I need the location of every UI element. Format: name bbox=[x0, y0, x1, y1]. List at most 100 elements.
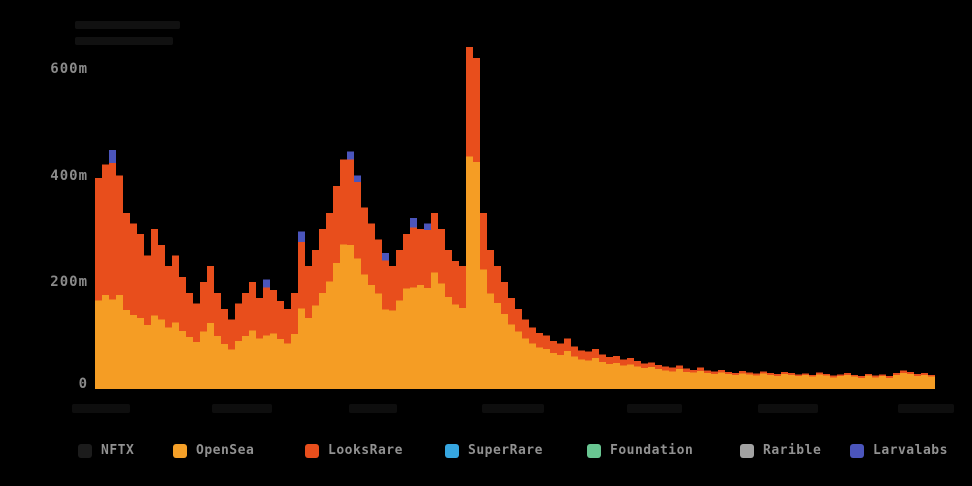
bar-segment-looksrare[interactable] bbox=[305, 266, 312, 318]
bar-segment-opensea[interactable] bbox=[543, 348, 550, 389]
bar-segment-looksrare[interactable] bbox=[165, 266, 172, 328]
bar-segment-looksrare[interactable] bbox=[522, 319, 529, 339]
bar-segment-looksrare[interactable] bbox=[536, 332, 543, 348]
bar-segment-looksrare[interactable] bbox=[830, 375, 837, 378]
bar-segment-looksrare[interactable] bbox=[466, 47, 473, 157]
bar-segment-looksrare[interactable] bbox=[221, 308, 228, 345]
legend-item-superrare[interactable]: SuperRare bbox=[445, 443, 543, 458]
bar-segment-opensea[interactable] bbox=[760, 373, 767, 389]
bar-segment-opensea[interactable] bbox=[361, 274, 368, 389]
bar-segment-opensea[interactable] bbox=[662, 370, 669, 389]
bar-segment-opensea[interactable] bbox=[809, 376, 816, 389]
bar-segment-looksrare[interactable] bbox=[921, 372, 928, 376]
bar-segment-looksrare[interactable] bbox=[788, 372, 795, 376]
bar-segment-opensea[interactable] bbox=[669, 371, 676, 389]
legend-item-looksrare[interactable]: LooksRare bbox=[305, 443, 403, 458]
bar-segment-looksrare[interactable] bbox=[249, 282, 256, 331]
bar-segment-opensea[interactable] bbox=[319, 292, 326, 389]
bar-segment-looksrare[interactable] bbox=[137, 234, 144, 318]
bar-segment-opensea[interactable] bbox=[354, 258, 361, 389]
bar-segment-opensea[interactable] bbox=[837, 376, 844, 389]
bar-segment-opensea[interactable] bbox=[494, 303, 501, 389]
legend-item-nftx[interactable]: NFTX bbox=[78, 443, 134, 458]
bar-segment-looksrare[interactable] bbox=[641, 363, 648, 369]
bar-segment-opensea[interactable] bbox=[634, 366, 641, 389]
bar-segment-opensea[interactable] bbox=[382, 309, 389, 389]
bar-segment-looksrare[interactable] bbox=[95, 178, 102, 301]
bar-segment-looksrare[interactable] bbox=[739, 370, 746, 374]
bar-segment-looksrare[interactable] bbox=[823, 374, 830, 376]
bar-segment-opensea[interactable] bbox=[802, 375, 809, 389]
bar-segment-opensea[interactable] bbox=[445, 297, 452, 389]
bar-segment-looksrare[interactable] bbox=[403, 234, 410, 289]
bar-segment-opensea[interactable] bbox=[480, 269, 487, 389]
bar-segment-opensea[interactable] bbox=[851, 376, 858, 389]
bar-segment-opensea[interactable] bbox=[158, 319, 165, 389]
bar-segment-looksrare[interactable] bbox=[340, 159, 347, 245]
bar-segment-looksrare[interactable] bbox=[473, 57, 480, 163]
bar-segment-looksrare[interactable] bbox=[732, 372, 739, 376]
bar-segment-opensea[interactable] bbox=[389, 310, 396, 390]
bar-segment-opensea[interactable] bbox=[914, 376, 921, 389]
bar-segment-opensea[interactable] bbox=[333, 262, 340, 389]
bar-segment-opensea[interactable] bbox=[697, 370, 704, 389]
bar-segment-opensea[interactable] bbox=[585, 360, 592, 389]
bar-segment-opensea[interactable] bbox=[207, 322, 214, 389]
bar-segment-opensea[interactable] bbox=[592, 358, 599, 389]
bar-segment-looksrare[interactable] bbox=[228, 319, 235, 350]
bar-segment-looksrare[interactable] bbox=[550, 340, 557, 354]
bar-segment-looksrare[interactable] bbox=[424, 229, 431, 289]
bar-segment-looksrare[interactable] bbox=[235, 303, 242, 341]
bar-segment-opensea[interactable] bbox=[879, 376, 886, 389]
bar-segment-opensea[interactable] bbox=[788, 375, 795, 389]
bar-segment-opensea[interactable] bbox=[256, 338, 263, 389]
bar-segment-opensea[interactable] bbox=[452, 304, 459, 389]
bar-segment-opensea[interactable] bbox=[396, 300, 403, 389]
bar-segment-opensea[interactable] bbox=[711, 374, 718, 389]
bar-segment-opensea[interactable] bbox=[501, 314, 508, 389]
bar-segment-opensea[interactable] bbox=[326, 281, 333, 389]
bar-segment-opensea[interactable] bbox=[109, 299, 116, 389]
bar-segment-opensea[interactable] bbox=[347, 244, 354, 389]
bar-segment-opensea[interactable] bbox=[431, 272, 438, 389]
bar-segment-opensea[interactable] bbox=[508, 324, 515, 389]
bar-segment-opensea[interactable] bbox=[263, 335, 270, 389]
bar-segment-looksrare[interactable] bbox=[851, 375, 858, 377]
bar-segment-looksrare[interactable] bbox=[144, 255, 151, 325]
bar-segment-looksrare[interactable] bbox=[606, 356, 613, 364]
bar-segment-opensea[interactable] bbox=[298, 308, 305, 389]
bar-segment-opensea[interactable] bbox=[116, 295, 123, 389]
bar-segment-larvalabs[interactable] bbox=[263, 279, 270, 288]
bar-segment-opensea[interactable] bbox=[95, 300, 102, 389]
bar-segment-opensea[interactable] bbox=[186, 337, 193, 389]
legend-item-foundation[interactable]: Foundation bbox=[587, 443, 693, 458]
bar-segment-larvalabs[interactable] bbox=[347, 151, 354, 160]
bar-segment-looksrare[interactable] bbox=[543, 335, 550, 349]
bar-segment-opensea[interactable] bbox=[571, 356, 578, 389]
bar-segment-opensea[interactable] bbox=[536, 347, 543, 389]
bar-segment-looksrare[interactable] bbox=[662, 366, 669, 371]
bar-segment-looksrare[interactable] bbox=[193, 303, 200, 343]
bar-segment-looksrare[interactable] bbox=[382, 260, 389, 310]
bar-segment-looksrare[interactable] bbox=[438, 228, 445, 284]
bar-segment-larvalabs[interactable] bbox=[424, 223, 431, 230]
bar-segment-opensea[interactable] bbox=[529, 343, 536, 389]
bar-segment-looksrare[interactable] bbox=[725, 371, 732, 375]
bar-segment-looksrare[interactable] bbox=[816, 372, 823, 375]
bar-segment-opensea[interactable] bbox=[795, 376, 802, 389]
bar-segment-looksrare[interactable] bbox=[130, 223, 137, 315]
bar-segment-opensea[interactable] bbox=[620, 365, 627, 390]
bar-segment-opensea[interactable] bbox=[564, 351, 571, 389]
bar-segment-looksrare[interactable] bbox=[865, 374, 872, 376]
bar-segment-opensea[interactable] bbox=[858, 377, 865, 389]
bar-segment-opensea[interactable] bbox=[718, 372, 725, 389]
bar-segment-looksrare[interactable] bbox=[648, 362, 655, 368]
bar-segment-looksrare[interactable] bbox=[844, 372, 851, 376]
bar-segment-looksrare[interactable] bbox=[459, 266, 466, 308]
bar-segment-looksrare[interactable] bbox=[298, 242, 305, 309]
bar-segment-looksrare[interactable] bbox=[256, 298, 263, 339]
bar-segment-opensea[interactable] bbox=[515, 331, 522, 389]
bar-segment-opensea[interactable] bbox=[767, 375, 774, 389]
bar-segment-opensea[interactable] bbox=[557, 354, 564, 389]
